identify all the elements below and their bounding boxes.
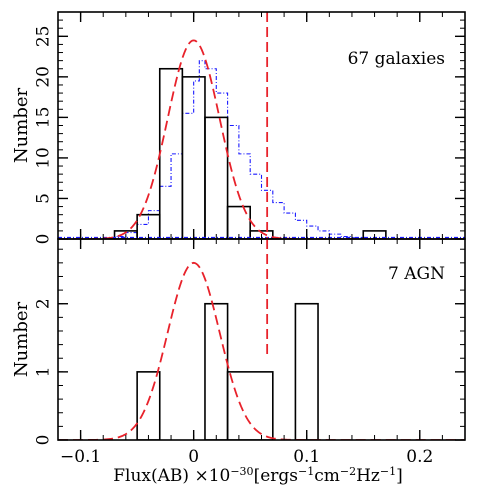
- top-histogram-bar-4: [204, 116, 229, 239]
- top-gaussian-fit-curve: [58, 39, 465, 239]
- x-label-units: ]: [396, 466, 403, 486]
- x-tick-label: 0.1: [293, 447, 320, 467]
- top-histogram-bar-2: [158, 67, 184, 239]
- x-tick-label: −0.1: [60, 447, 101, 467]
- top-y-tick-label: 25: [34, 26, 54, 48]
- x-label-units: [ergs: [254, 466, 298, 486]
- bottom-y-axis-label: Number: [11, 302, 32, 378]
- top-panel: 0 5 10 15 20 25 Number 67 galaxies: [11, 11, 466, 245]
- top-data: [58, 12, 465, 239]
- top-y-tick-label: 15: [34, 107, 54, 129]
- x-label-sup: −1: [298, 465, 314, 478]
- top-y-tick-label: 0: [34, 234, 54, 245]
- x-label-exponent: −30: [230, 465, 253, 478]
- bottom-histogram-bar-1: [204, 302, 229, 440]
- x-label-sup: −2: [340, 465, 356, 478]
- top-annotation: 67 galaxies: [348, 49, 445, 69]
- bottom-annotation: 7 AGN: [388, 264, 445, 284]
- bottom-histogram-bar-0: [136, 371, 161, 440]
- top-y-tick-label: 10: [34, 147, 54, 169]
- bottom-histogram-bar-3: [294, 302, 319, 440]
- x-axis-label: Flux(AB) ×10−30[ergs−1cm−2Hz−1]: [113, 465, 403, 487]
- bottom-data: [58, 239, 465, 440]
- x-label-main: Flux(AB) ×10: [113, 466, 230, 486]
- top-y-tick-label: 5: [34, 193, 54, 204]
- x-tick-label: 0: [188, 447, 199, 467]
- top-y-axis-label: Number: [11, 88, 32, 164]
- bottom-y-tick-label: 0: [34, 435, 54, 446]
- x-tick-label: 0.2: [406, 447, 433, 467]
- bottom-y-tick-label: 2: [34, 298, 54, 309]
- top-y-tick-label: 20: [34, 66, 54, 88]
- x-label-units: cm: [314, 466, 340, 486]
- top-frame: [57, 11, 466, 240]
- bottom-histogram-bar-2: [226, 371, 274, 440]
- x-label-units: Hz: [356, 466, 380, 486]
- bottom-y-tick-label: 1: [34, 366, 54, 377]
- bottom-gaussian-fit-curve: [58, 261, 465, 440]
- x-label-sup: −1: [380, 465, 396, 478]
